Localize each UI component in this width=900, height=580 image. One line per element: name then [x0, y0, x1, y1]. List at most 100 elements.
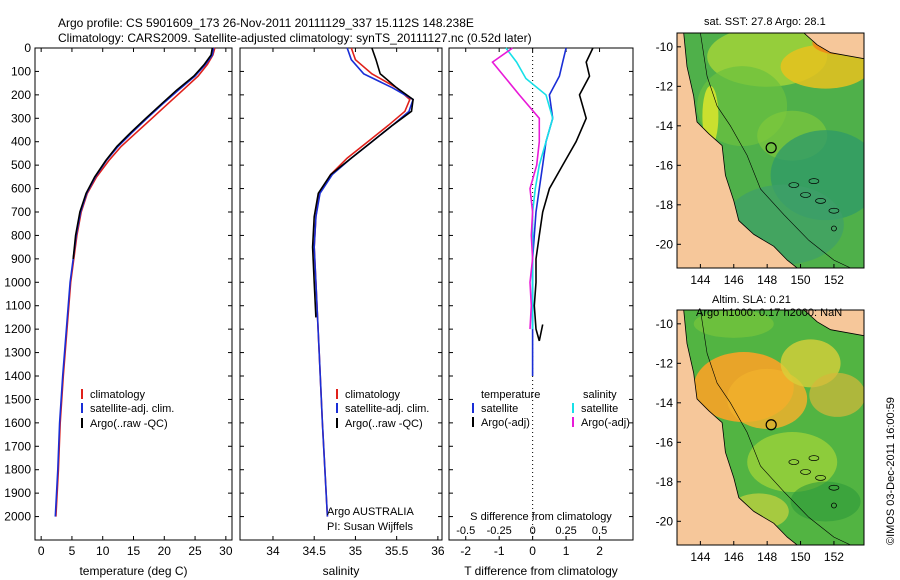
- sea-anomaly: [747, 432, 838, 493]
- legend-label: satellite-adj. clim.: [90, 403, 174, 415]
- series-line: [72, 47, 214, 259]
- x-tick-label: -2: [460, 544, 471, 558]
- y-tick-label: 1200: [4, 322, 31, 336]
- salinity-panel: 34 34.5 35 35.5 36 salinity climatology satelli…: [239, 47, 445, 578]
- x-tick-label: 20: [158, 544, 172, 558]
- x-tick-label: 34.5: [303, 544, 327, 558]
- y-tick-label: -12: [656, 79, 674, 93]
- map-inner: [677, 310, 864, 545]
- y-tick-label: -18: [656, 475, 674, 489]
- y-tick-label: -20: [656, 237, 674, 251]
- reef-outline: [808, 178, 820, 184]
- legend-label: Argo(-adj): [581, 417, 630, 429]
- argo-location-marker: [765, 419, 777, 431]
- reef-outline: [815, 198, 826, 204]
- y-tick-label: 1100: [5, 299, 31, 313]
- x-axis-label: temperature (deg C): [79, 564, 187, 578]
- y-tick-label: -16: [656, 158, 674, 172]
- y-tick-label: 0: [24, 41, 31, 55]
- y-tick-label: 1300: [4, 346, 31, 360]
- y-tick-label: 1500: [4, 392, 31, 406]
- legend-label: Argo(..raw -QC): [345, 418, 423, 430]
- y-tick-label: 300: [11, 111, 31, 125]
- sla-map-subtitle: Argo h1000: 0.17 h2000: NaN: [696, 307, 842, 319]
- x-tick-label: 152: [824, 273, 844, 287]
- s-tick-label: 0: [530, 525, 536, 537]
- reef-outline: [831, 225, 837, 232]
- map-inner: [677, 33, 864, 268]
- s-tick-label: 0.5: [592, 525, 607, 537]
- sea-anomaly: [790, 481, 861, 522]
- legend-label: satellite-adj. clim.: [345, 403, 429, 415]
- y-tick-label: 900: [11, 252, 31, 266]
- y-tick-label: 1000: [4, 275, 31, 289]
- x-tick-label: 5: [69, 544, 76, 558]
- y-tick-label: 600: [11, 182, 31, 196]
- s-tick-label: 0.25: [555, 525, 576, 537]
- temperature-panel: 0100200300400500600700800900100011001200…: [4, 41, 233, 578]
- s-tick-label: -0.5: [456, 525, 475, 537]
- reef-outline: [828, 207, 840, 214]
- legend-label: salinity: [583, 389, 617, 401]
- annotation: Argo AUSTRALIA: [327, 506, 414, 518]
- x-tick-label: 0: [38, 544, 45, 558]
- reef-outline: [815, 475, 826, 481]
- x-tick-label: 146: [724, 273, 744, 287]
- legend-label: satellite: [581, 403, 618, 415]
- sst-map-title: sat. SST: 27.8 Argo: 28.1: [704, 16, 826, 28]
- y-tick-label: 100: [11, 64, 31, 78]
- x-tick-label: 144: [690, 273, 710, 287]
- s-axis-label: S difference from climatology: [470, 511, 612, 523]
- sla-map-title: Altim. SLA: 0.21: [712, 294, 791, 306]
- annotation: PI: Susan Wijffels: [327, 521, 413, 533]
- x-tick-label: 148: [757, 273, 777, 287]
- s-tick-label: -0.25: [487, 525, 512, 537]
- y-tick-label: 400: [11, 135, 31, 149]
- plot-frame: [239, 47, 443, 541]
- y-tick-label: -20: [656, 514, 674, 528]
- y-tick-label: -14: [656, 396, 674, 410]
- legend-label: Argo(..raw -QC): [90, 418, 168, 430]
- y-tick-label: 700: [11, 205, 31, 219]
- difference-panel: -2 -1 0 1 2 T difference from climatology -0.5…: [448, 47, 634, 578]
- y-tick-label: 1700: [4, 439, 31, 453]
- x-tick-label: 35.5: [385, 544, 409, 558]
- y-tick-label: -10: [656, 40, 674, 54]
- depth-contour: [700, 310, 851, 545]
- y-tick-label: 500: [11, 158, 31, 172]
- sea-anomaly: [809, 372, 864, 417]
- map-frame: [676, 32, 865, 269]
- series-line: [311, 47, 414, 318]
- land-polygon: [803, 310, 864, 337]
- argo-location-marker: [765, 142, 777, 154]
- x-tick-label: 146: [724, 550, 744, 564]
- sla-map: 144 146 148 150 152 -10 -12 -14 -16 -18 -20: [656, 309, 865, 564]
- x-tick-label: 150: [791, 273, 811, 287]
- y-tick-label: 800: [11, 228, 31, 242]
- copyright-text: ©IMOS 03-Dec-2011 16:00:59: [885, 397, 897, 545]
- sea-anomaly: [780, 44, 864, 89]
- legend-label: satellite: [481, 403, 518, 415]
- land-polygon: [677, 310, 798, 545]
- x-tick-label: 1: [563, 544, 570, 558]
- y-tick-label: -10: [656, 317, 674, 331]
- y-tick-label: 1900: [4, 486, 31, 500]
- legend-label: Argo(-adj): [481, 417, 530, 429]
- y-tick-label: -12: [656, 356, 674, 370]
- land-polygon: [803, 33, 864, 60]
- y-tick-label: 200: [11, 88, 31, 102]
- x-tick-label: 10: [96, 544, 110, 558]
- header-line-2: Climatology: CARS2009. Satellite-adjuste…: [58, 31, 532, 45]
- legend-label: climatology: [90, 389, 146, 401]
- sea-anomaly: [693, 310, 774, 338]
- reef-outline: [800, 469, 811, 475]
- y-tick-label: -16: [656, 435, 674, 449]
- x-tick-label: 25: [188, 544, 202, 558]
- series-line: [491, 47, 541, 330]
- legend-label: climatology: [345, 389, 401, 401]
- x-tick-label: 36: [431, 544, 445, 558]
- reef-outline: [788, 459, 800, 465]
- y-tick-label: 2000: [4, 510, 31, 524]
- y-tick-label: -18: [656, 198, 674, 212]
